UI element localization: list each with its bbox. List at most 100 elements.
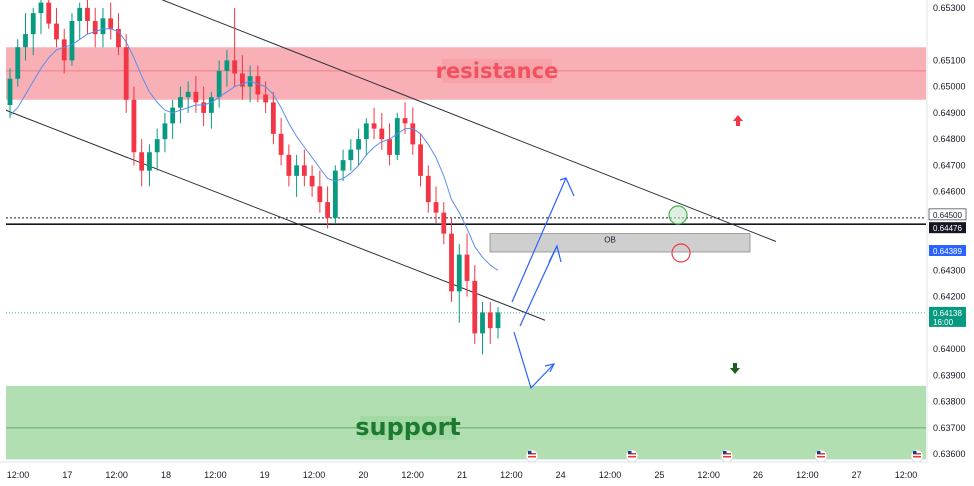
time-tick-label: 19 [260,470,270,480]
channel-lower-line [5,109,546,321]
candle-body [185,91,191,98]
time-tick-label: 26 [753,470,763,480]
economic-event-icon [528,451,532,454]
time-tick-label: 12:00 [697,470,720,480]
candle-body [7,78,13,105]
candle-body [487,312,493,329]
candle-body [139,152,145,171]
projection-up-line [511,177,567,303]
projection-mid-arrowhead [548,244,562,263]
candle-body [418,144,423,176]
candle-body [317,186,323,203]
price-tick-label: 0.65300 [933,3,966,13]
candle-body [433,202,439,213]
projection-up-arrowhead [559,177,575,197]
support-zone [6,385,926,460]
candle-body [15,47,21,79]
price-badge-current-level-text: 0.64476 [933,224,962,233]
candle-body [332,170,338,218]
candle-body [270,102,276,134]
candle-body [263,94,269,103]
time-tick-label: 12:00 [401,470,424,480]
candle-body [301,165,307,176]
price-tick-label: 0.64800 [933,134,966,144]
candle-body [456,254,462,292]
candle-body [425,175,431,203]
time-tick-label: 12:00 [599,470,622,480]
time-tick-label: 27 [852,470,862,480]
candle-body [356,139,361,150]
price-badge-ma [929,245,966,257]
price-tick-label: 0.63800 [933,397,966,407]
price-badge-last-time: 16:00 [933,318,954,327]
candle-body [224,60,230,71]
price-tick-label: 0.64000 [933,344,966,354]
candle-body [193,91,199,103]
candle-body [147,152,152,171]
candle-body [294,165,300,176]
candle-body [201,102,207,113]
candle-body [69,21,75,61]
candle-body [387,139,392,155]
candle-body [239,73,245,87]
time-tick-label: 20 [358,470,368,480]
price-tick-label: 0.64900 [933,108,966,118]
candle-body [92,21,98,35]
candle-body [402,118,408,124]
price-badge-last-text: 0.64138 [933,309,962,318]
time-tick-label: 12:00 [204,470,227,480]
time-tick-label: 25 [654,470,664,480]
channel-upper-line [161,0,777,242]
economic-event-icon [723,453,731,455]
target-circle-red [671,243,691,263]
candle-body [495,312,501,329]
candle-body [170,107,176,124]
order-block-zone [489,233,751,253]
candle-body [116,28,121,48]
candle-body [278,133,284,155]
candle-body [472,280,478,334]
economic-event-icon [628,451,632,454]
economic-event-icon [913,453,921,455]
candle-body [23,34,28,48]
price-tick-label: 0.65100 [933,55,966,65]
price-badge-current-level [929,222,966,234]
economic-event-icon [528,456,536,458]
candle-body [255,76,261,95]
economic-event-icon [817,453,825,455]
candle-body [46,2,52,24]
price-tick-label: 0.63700 [933,423,966,433]
candle-body [178,97,183,108]
price-badge-ma-text: 0.64389 [933,247,962,256]
time-tick-label: 24 [556,470,566,480]
projection-down-line [513,331,555,390]
price-tick-label: 0.64200 [933,292,966,302]
candle-body [85,7,90,21]
projection-down-arrowhead [544,363,556,373]
time-tick-label: 12:00 [105,470,128,480]
candle-body [340,160,346,171]
order-block-label: OB [604,236,616,245]
candle-body [30,13,36,35]
support-label: support [355,413,461,441]
candle-body [441,212,447,234]
price-badge-last [929,306,966,327]
candle-body [38,2,44,14]
candle-body [61,39,67,61]
candle-body [394,118,400,155]
moving-average-line [9,28,499,271]
price-tick-label: 0.65000 [933,82,966,92]
economic-event-icon [628,453,636,455]
candle-body [325,202,330,218]
down-arrow-marker [730,363,740,374]
candle-body [410,123,416,145]
candle-body [348,149,354,161]
price-tick-label: 0.63600 [933,449,966,459]
time-tick-label: 21 [457,470,467,480]
economic-event-icon [817,456,825,458]
candle-body [162,123,168,140]
time-tick-label: 17 [62,470,72,480]
economic-event-icon [913,451,917,454]
up-arrow-marker [733,115,743,126]
